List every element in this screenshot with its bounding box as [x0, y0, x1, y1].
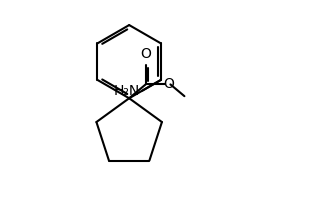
Text: O: O — [140, 47, 151, 61]
Text: H₂N: H₂N — [114, 84, 140, 98]
Text: O: O — [163, 77, 174, 91]
